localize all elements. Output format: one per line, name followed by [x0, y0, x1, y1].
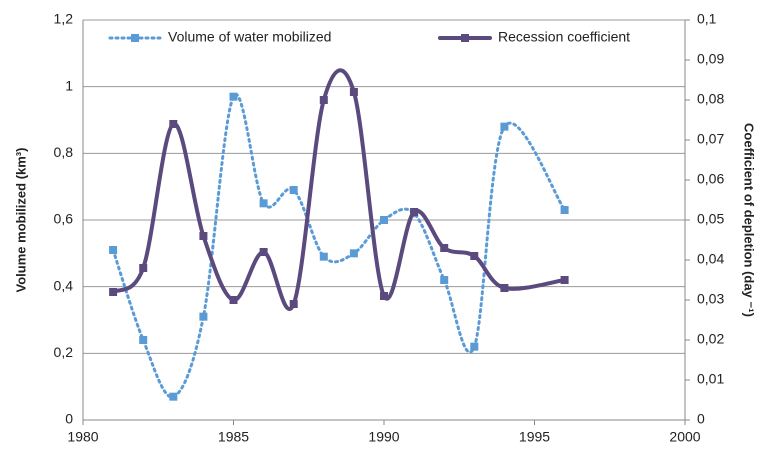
- marker: [139, 336, 148, 344]
- marker: [380, 292, 388, 300]
- legend-label: Recession coefficient: [498, 29, 630, 45]
- marker: [319, 252, 328, 261]
- marker: [199, 232, 208, 240]
- legend-marker: [131, 34, 139, 42]
- y2-tick-label: 0,04: [697, 251, 724, 267]
- y-tick-label: 0: [65, 411, 73, 427]
- y-tick-label: 0,2: [54, 344, 74, 360]
- x-tick-label: 1980: [67, 429, 98, 445]
- y2-tick-label: 0,01: [697, 371, 724, 387]
- y2-tick-label: 0,02: [697, 331, 724, 347]
- marker: [139, 264, 148, 272]
- marker: [470, 252, 479, 260]
- y-axis-title: Volume mobilized (km³): [13, 148, 28, 293]
- y-tick-label: 0,8: [54, 144, 74, 160]
- marker: [560, 276, 569, 284]
- y-tick-label: 1,2: [54, 11, 74, 27]
- marker: [349, 249, 358, 258]
- legend-marker: [461, 34, 469, 42]
- y2-tick-label: 0,03: [697, 291, 724, 307]
- marker: [229, 296, 238, 304]
- y-tick-label: 1: [65, 77, 73, 93]
- marker: [169, 120, 178, 128]
- x-tick-label: 1995: [519, 429, 550, 445]
- marker: [259, 199, 268, 208]
- y-tick-label: 0,6: [54, 211, 74, 227]
- y2-tick-label: 0,08: [697, 91, 724, 107]
- marker: [349, 88, 358, 96]
- marker: [440, 276, 449, 284]
- marker: [380, 216, 388, 224]
- series-line: [111, 92, 567, 399]
- marker: [500, 122, 509, 131]
- y2-tick-label: 0,05: [697, 211, 724, 227]
- legend-label: Volume of water mobilized: [168, 29, 331, 45]
- y2-axis-title: Coefficient of depletion (day ⁻¹): [742, 123, 757, 317]
- marker: [560, 206, 569, 214]
- y2-tick-label: 0,06: [697, 171, 724, 187]
- marker: [229, 92, 238, 101]
- series-line: [111, 68, 567, 311]
- y2-tick-label: 0: [697, 411, 705, 427]
- x-tick-label: 2000: [669, 429, 700, 445]
- y-tick-label: 0,4: [54, 277, 74, 293]
- x-tick-label: 1990: [368, 429, 399, 445]
- marker: [470, 342, 479, 351]
- marker: [199, 312, 208, 321]
- marker: [500, 284, 509, 292]
- y2-tick-label: 0,1: [697, 11, 717, 27]
- marker: [319, 96, 328, 104]
- marker: [169, 392, 178, 401]
- x-tick-label: 1985: [218, 429, 249, 445]
- marker: [109, 288, 118, 296]
- y2-tick-label: 0,09: [697, 51, 724, 67]
- marker: [109, 246, 118, 254]
- marker: [289, 300, 298, 308]
- marker: [289, 186, 298, 194]
- marker: [410, 208, 419, 216]
- marker: [259, 248, 268, 256]
- y2-tick-label: 0,07: [697, 131, 724, 147]
- marker: [440, 244, 449, 252]
